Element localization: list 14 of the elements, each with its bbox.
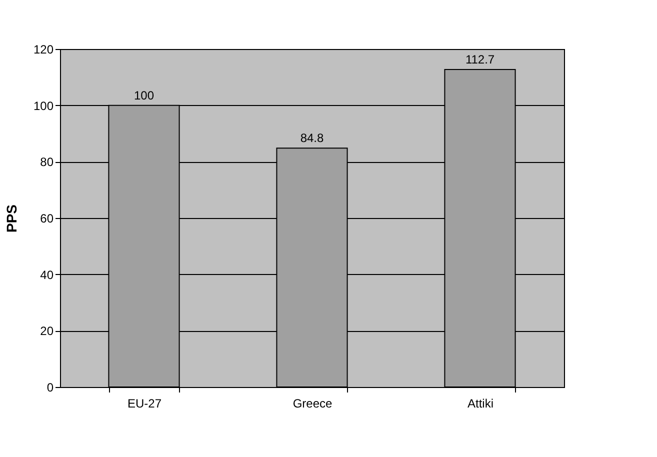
data-label: 112.7	[465, 52, 495, 67]
data-label: 100	[134, 88, 154, 102]
y-tick-label: 0	[46, 380, 54, 394]
x-tick-label: EU-27	[127, 396, 162, 410]
y-axis-title: PPS	[3, 204, 20, 233]
y-tick-label: 80	[40, 155, 54, 170]
y-tick-label: 100	[33, 98, 54, 113]
y-tick-label: 40	[40, 268, 54, 282]
y-tick-label: 120	[33, 42, 54, 56]
x-tick-label: Attiki	[467, 396, 494, 410]
y-tick-label: 60	[40, 212, 54, 226]
data-label: 84.8	[300, 131, 324, 146]
x-tick-label: Greece	[292, 396, 332, 410]
y-tick-label: 20	[40, 324, 54, 338]
